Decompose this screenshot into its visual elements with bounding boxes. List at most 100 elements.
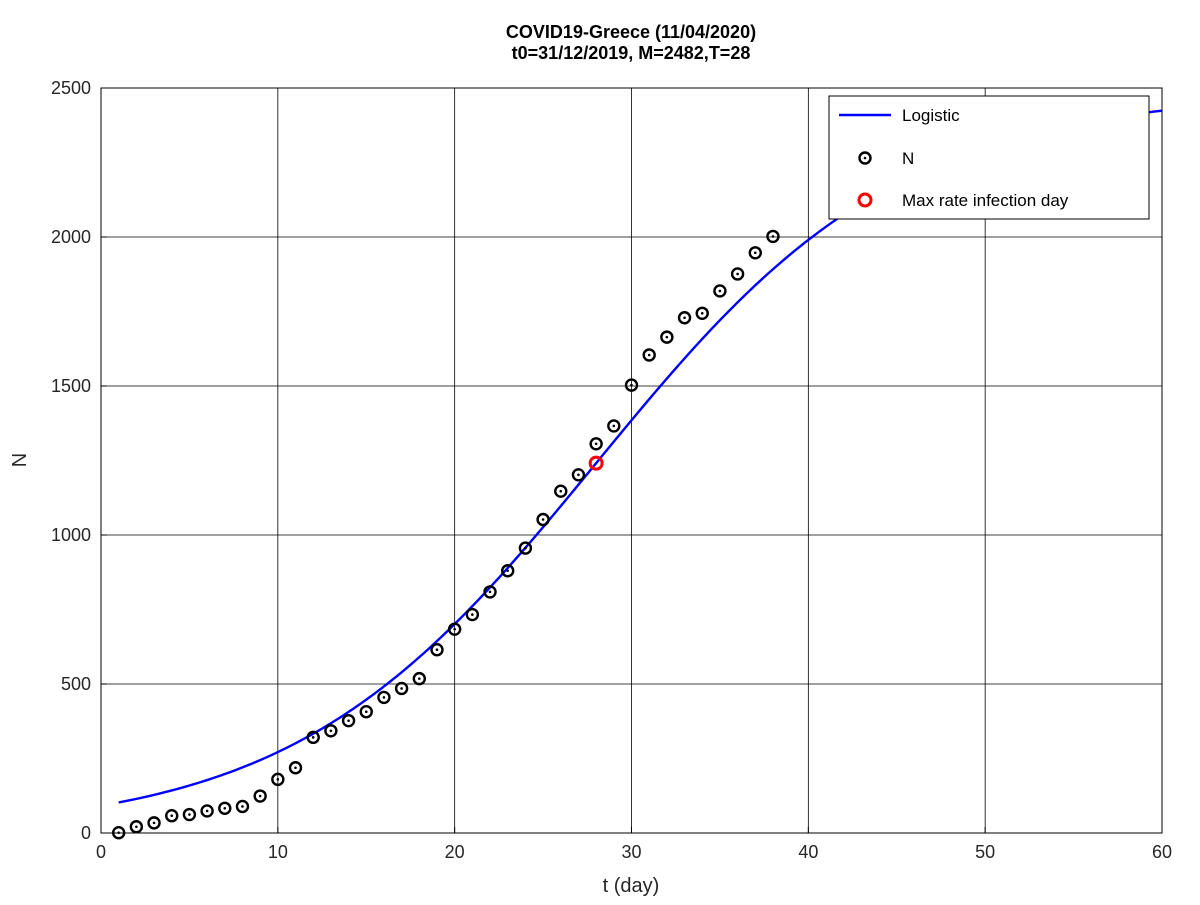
marker-ring bbox=[677, 311, 692, 325]
marker-ring bbox=[730, 267, 745, 281]
marker-dot bbox=[700, 311, 704, 315]
marker-dot bbox=[471, 613, 474, 616]
data-point bbox=[430, 643, 444, 657]
marker-dot bbox=[435, 648, 439, 652]
marker-dot bbox=[506, 569, 510, 573]
x-tick-label: 30 bbox=[621, 842, 641, 862]
marker-ring bbox=[165, 809, 179, 823]
marker-dot bbox=[400, 687, 403, 690]
legend-swatch-data bbox=[858, 151, 872, 165]
data-point bbox=[465, 607, 480, 622]
data-point bbox=[111, 826, 126, 840]
data-point bbox=[271, 772, 285, 787]
marker-ring bbox=[518, 541, 533, 555]
marker-dot bbox=[559, 489, 563, 493]
data-point bbox=[288, 761, 303, 775]
marker-dot bbox=[135, 825, 138, 829]
marker-ring bbox=[660, 330, 674, 344]
data-point bbox=[642, 348, 656, 362]
marker-ring bbox=[483, 585, 497, 599]
marker-dot bbox=[863, 156, 867, 160]
data-point bbox=[129, 820, 144, 834]
legend-swatch-max-rate bbox=[857, 192, 873, 208]
legend: Logistic N Max rate infection day bbox=[828, 95, 1150, 220]
data-point bbox=[518, 541, 533, 555]
marker-dot bbox=[771, 235, 775, 238]
x-tick-label: 40 bbox=[798, 842, 818, 862]
data-point bbox=[766, 229, 780, 244]
marker-ring bbox=[713, 284, 727, 298]
marker-dot bbox=[382, 696, 386, 699]
marker-dot bbox=[223, 806, 227, 810]
data-point bbox=[607, 419, 621, 433]
plot-series bbox=[111, 109, 1162, 840]
marker-ring bbox=[695, 306, 709, 320]
marker-dot bbox=[294, 766, 297, 770]
marker-ring bbox=[341, 713, 356, 728]
marker-dot bbox=[347, 719, 350, 722]
marker-ring bbox=[394, 681, 409, 696]
marker-ring bbox=[359, 705, 373, 719]
data-point bbox=[235, 799, 250, 814]
marker-dot bbox=[364, 710, 368, 714]
data-point bbox=[412, 671, 426, 686]
marker-ring bbox=[377, 690, 391, 705]
data-point bbox=[200, 804, 214, 818]
marker-ring bbox=[430, 643, 444, 657]
marker-dot bbox=[311, 736, 315, 739]
marker-dot bbox=[718, 289, 722, 293]
marker-dot bbox=[276, 778, 280, 781]
marker-dot bbox=[594, 442, 598, 446]
marker-ring bbox=[607, 419, 621, 433]
data-point bbox=[536, 512, 550, 527]
chart-title-line2: t0=31/12/2019, M=2482,T=28 bbox=[512, 43, 751, 63]
data-point bbox=[660, 330, 674, 344]
marker-dot bbox=[453, 627, 456, 631]
data-point bbox=[730, 267, 745, 281]
max-rate-point bbox=[588, 455, 604, 471]
marker-dot bbox=[117, 831, 120, 835]
y-axis-label: N bbox=[9, 453, 31, 467]
legend-label-data: N bbox=[902, 149, 914, 168]
marker-dot bbox=[170, 814, 174, 818]
data-point bbox=[589, 437, 603, 451]
marker-dot bbox=[258, 794, 262, 798]
marker-ring bbox=[642, 348, 656, 362]
x-axis-label: t (day) bbox=[603, 875, 660, 897]
marker-ring bbox=[111, 826, 126, 840]
marker-ring bbox=[536, 512, 550, 527]
data-point bbox=[483, 585, 497, 599]
x-tick-label: 0 bbox=[96, 842, 106, 862]
marker-dot bbox=[736, 272, 739, 276]
legend-label-max-rate: Max rate infection day bbox=[902, 191, 1069, 210]
chart-title-line1: COVID19-Greece (11/04/2020) bbox=[506, 22, 756, 42]
marker-ring bbox=[218, 801, 232, 815]
marker-ring bbox=[253, 789, 267, 803]
marker-ring bbox=[858, 151, 872, 165]
marker-ring bbox=[412, 671, 426, 686]
y-tick-label: 1500 bbox=[51, 376, 91, 396]
marker-ring bbox=[766, 229, 780, 244]
marker-dot bbox=[241, 805, 244, 808]
marker-dot bbox=[647, 353, 651, 357]
marker-dot bbox=[188, 813, 191, 816]
marker-dot bbox=[683, 316, 686, 320]
data-point bbox=[713, 284, 727, 298]
marker-dot bbox=[612, 424, 616, 428]
marker-ring bbox=[324, 724, 338, 738]
marker-dot bbox=[630, 383, 633, 387]
marker-ring bbox=[465, 607, 480, 622]
marker-dot bbox=[205, 809, 209, 813]
marker-dot bbox=[329, 729, 333, 733]
marker-ring bbox=[571, 468, 586, 482]
data-point bbox=[182, 807, 197, 822]
marker-ring bbox=[554, 484, 568, 498]
marker-ring bbox=[624, 378, 639, 392]
data-point bbox=[677, 311, 692, 325]
data-point bbox=[306, 730, 320, 745]
marker-dot bbox=[577, 473, 580, 477]
data-point bbox=[695, 306, 709, 320]
data-point bbox=[147, 816, 161, 830]
